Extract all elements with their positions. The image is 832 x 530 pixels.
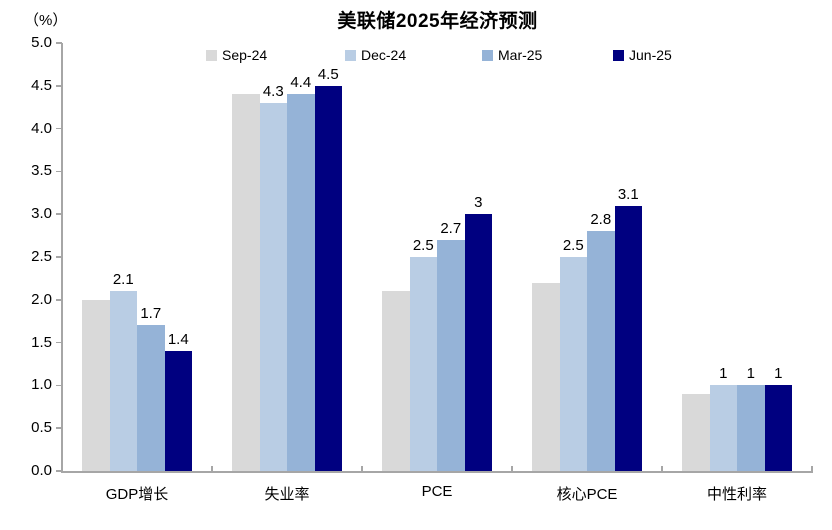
bar-value-label: 1 xyxy=(719,365,728,383)
bar-value-label: 1.4 xyxy=(167,331,189,349)
bar-mar-25-1 xyxy=(137,325,165,471)
x-tick-mark xyxy=(211,466,213,471)
y-tick-mark xyxy=(56,213,62,215)
y-tick-label: 3.0 xyxy=(31,205,52,223)
bar-mar-25-5 xyxy=(737,385,765,471)
x-axis-line xyxy=(61,471,813,473)
y-tick-label: 3.5 xyxy=(31,162,52,180)
y-tick-label: 2.0 xyxy=(31,290,52,308)
y-tick-mark xyxy=(56,427,62,429)
bar-value-label: 1 xyxy=(774,365,783,383)
y-tick-mark xyxy=(56,170,62,173)
x-category-label-2: 失业率 xyxy=(264,486,310,503)
y-tick-label: 0.5 xyxy=(31,419,52,437)
y-tick-label: 4.0 xyxy=(31,119,52,137)
bar-jun-25-1 xyxy=(164,351,192,471)
y-tick-mark xyxy=(56,299,62,301)
y-tick-mark xyxy=(56,384,62,387)
legend-item-jun-25: Jun-25 xyxy=(613,46,672,64)
y-tick-mark xyxy=(56,256,62,258)
legend-label: Jun-25 xyxy=(629,47,672,63)
legend-swatch-mar-25 xyxy=(482,49,493,61)
bar-value-label: 3 xyxy=(474,194,483,212)
bar-value-label: 2.8 xyxy=(590,211,612,229)
legend-swatch-jun-25 xyxy=(613,49,624,61)
x-category-label-3: PCE xyxy=(421,483,453,500)
y-tick-label: 1.0 xyxy=(31,376,52,394)
y-axis-line xyxy=(61,43,63,473)
bar-sep-24-5 xyxy=(682,393,710,471)
bar-value-label: 2.7 xyxy=(440,219,462,237)
legend-swatch-sep-24 xyxy=(206,49,217,61)
x-tick-mark xyxy=(511,466,513,471)
legend-swatch-dec-24 xyxy=(345,49,356,61)
bar-dec-24-3 xyxy=(409,257,437,471)
y-tick-mark xyxy=(56,341,62,344)
legend-item-mar-25: Mar-25 xyxy=(482,46,542,64)
bar-value-label: 1.7 xyxy=(140,305,162,323)
x-tick-mark xyxy=(661,466,663,471)
bar-value-label: 4.4 xyxy=(290,74,312,92)
legend-item-sep-24: Sep-24 xyxy=(206,46,267,64)
legend-label: Sep-24 xyxy=(222,47,268,63)
bar-jun-25-3 xyxy=(464,214,492,471)
bar-jun-25-4 xyxy=(614,205,642,471)
bar-sep-24-1 xyxy=(82,299,110,471)
chart-title: 美联储2025年经济预测 xyxy=(337,11,538,32)
bar-mar-25-2 xyxy=(287,94,315,471)
bar-value-label: 2.5 xyxy=(412,237,434,254)
y-tick-mark xyxy=(56,85,62,87)
y-tick-label: 0.0 xyxy=(31,462,52,479)
y-tick-mark xyxy=(56,470,62,472)
bar-mar-25-4 xyxy=(587,231,615,471)
x-category-label-1: GDP增长 xyxy=(105,486,169,503)
y-tick-mark xyxy=(56,42,62,44)
bar-dec-24-4 xyxy=(559,257,587,471)
bar-value-label: 1 xyxy=(746,365,755,383)
y-tick-label: 5.0 xyxy=(31,34,52,51)
y-tick-label: 1.5 xyxy=(31,333,52,351)
legend-item-dec-24: Dec-24 xyxy=(345,46,406,64)
x-category-label-5: 中性利率 xyxy=(706,486,767,503)
bar-sep-24-3 xyxy=(382,291,410,471)
y-tick-label: 4.5 xyxy=(31,76,52,94)
y-axis-unit-label: （%） xyxy=(24,12,68,29)
x-tick-mark xyxy=(811,466,813,471)
y-tick-label: 2.5 xyxy=(31,248,52,265)
y-tick-mark xyxy=(56,127,62,130)
bar-value-label: 4.3 xyxy=(262,82,284,100)
bar-value-label: 3.1 xyxy=(617,185,639,203)
x-tick-mark xyxy=(361,466,363,471)
legend-label: Mar-25 xyxy=(498,47,543,63)
bar-jun-25-2 xyxy=(314,85,342,471)
bar-value-label: 2.1 xyxy=(112,271,134,289)
bar-mar-25-3 xyxy=(437,239,465,471)
bar-dec-24-2 xyxy=(259,102,287,471)
bar-value-label: 2.5 xyxy=(562,237,584,254)
bar-jun-25-5 xyxy=(764,385,792,471)
bar-value-label: 4.5 xyxy=(317,65,339,83)
bar-dec-24-1 xyxy=(109,291,137,471)
bar-sep-24-4 xyxy=(532,282,560,471)
bar-sep-24-2 xyxy=(232,94,260,471)
x-category-label-4: 核心PCE xyxy=(556,486,618,503)
legend-label: Dec-24 xyxy=(361,47,407,63)
bar-dec-24-5 xyxy=(709,385,737,471)
